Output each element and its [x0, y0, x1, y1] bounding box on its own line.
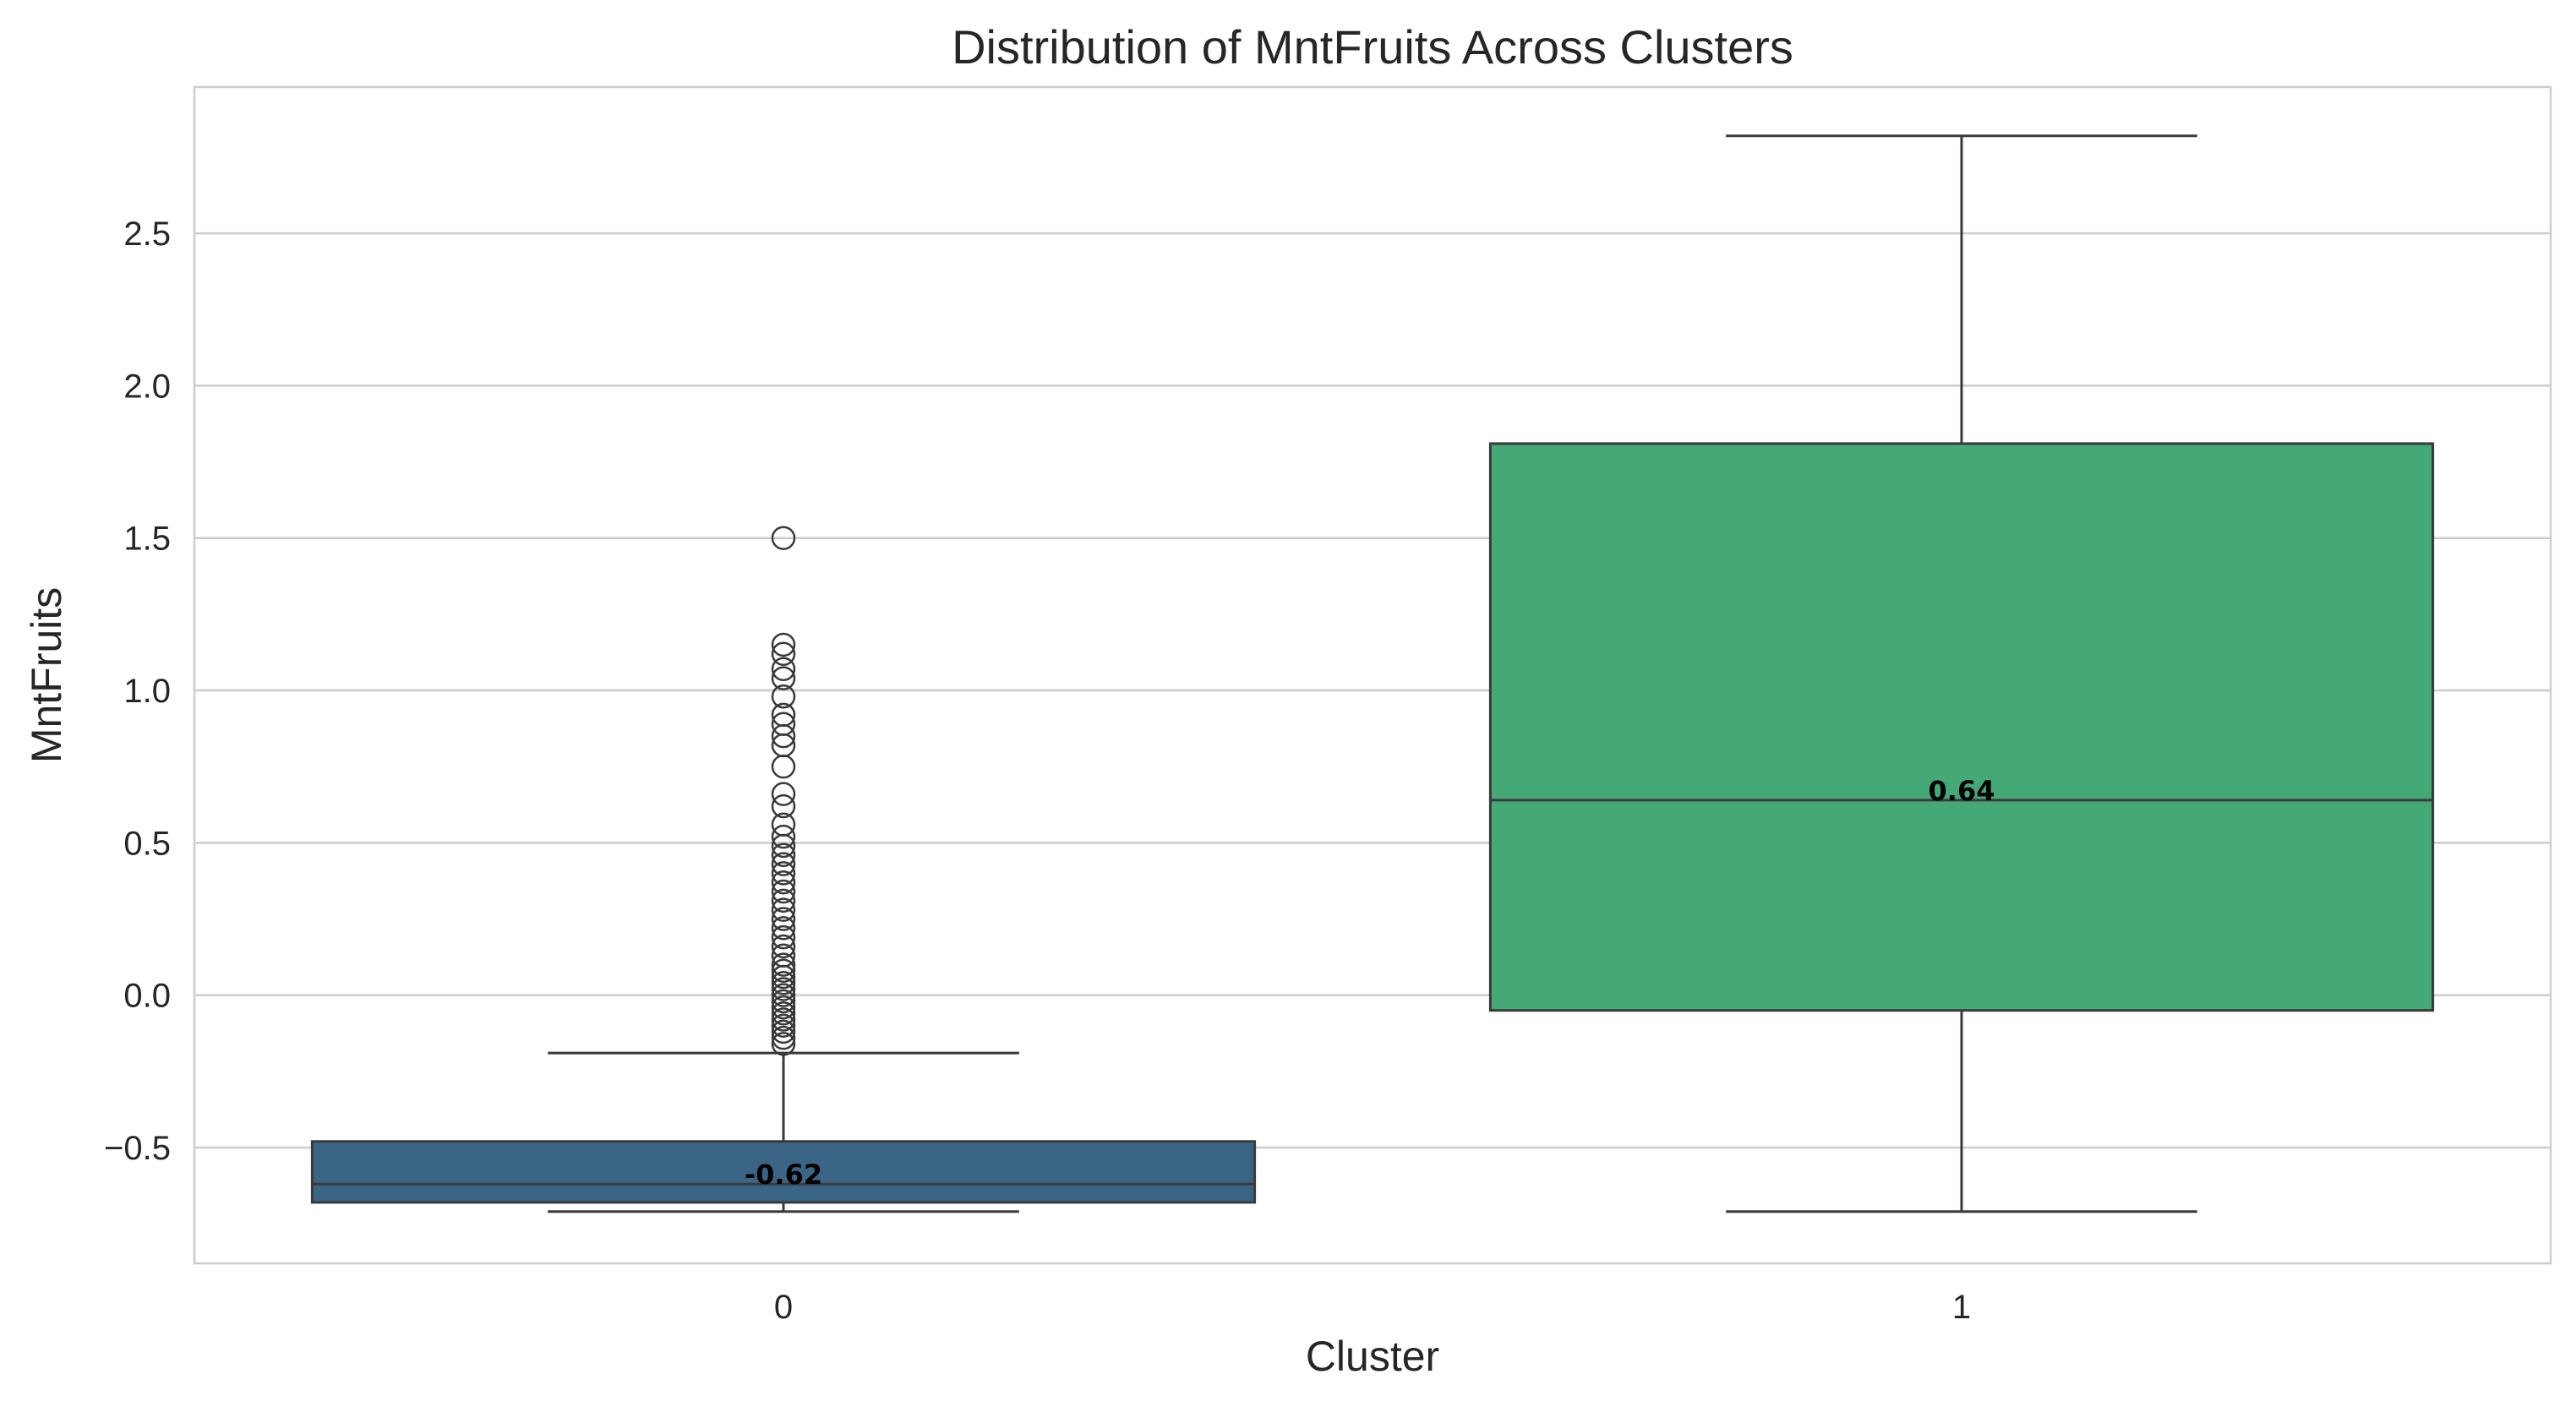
grid-lines — [194, 232, 2551, 1149]
tick-labels: −0.5 0.0 0.5 1.0 1.5 2.0 2.5 0 1 — [104, 215, 1971, 1326]
outlier-point — [771, 782, 796, 806]
outlier-point — [771, 943, 796, 968]
outlier-point — [771, 879, 796, 904]
outlier-point — [771, 934, 796, 959]
outlier-point — [771, 958, 796, 984]
box-plots: -0.62 0.64 — [310, 134, 2435, 1213]
outlier-point — [771, 684, 796, 709]
outlier-point — [771, 712, 796, 736]
y-tick-label: −0.5 — [104, 1130, 171, 1167]
outlier-point — [771, 1032, 796, 1056]
outlier-point — [771, 924, 796, 950]
y-tick-label: 1.5 — [123, 521, 171, 558]
outlier-point — [771, 861, 796, 886]
outlier-point — [771, 824, 796, 849]
outlier-point — [771, 1001, 796, 1026]
outlier-point — [771, 754, 796, 779]
outlier-point — [771, 812, 796, 837]
box-group-cluster-1: 0.64 — [1488, 134, 2435, 1213]
outlier-point — [771, 907, 796, 931]
y-tick-label: 2.0 — [123, 368, 171, 405]
median-value-label: 0.64 — [1929, 775, 1995, 807]
outlier-point — [771, 977, 796, 1001]
y-tick-label: 0.0 — [123, 978, 171, 1015]
outlier-point — [771, 1025, 796, 1050]
outlier-point — [771, 666, 796, 690]
outlier-point — [771, 888, 796, 913]
x-tick-label: 1 — [1952, 1289, 1971, 1326]
outlier-point — [771, 1007, 796, 1032]
x-tick-label: 0 — [774, 1289, 793, 1326]
outlier-point — [771, 870, 796, 895]
x-axis-label: Cluster — [1306, 1333, 1439, 1380]
outlier-point — [771, 897, 796, 922]
y-tick-label: 1.0 — [123, 673, 171, 710]
outlier-point — [771, 970, 796, 995]
y-tick-label: 0.5 — [123, 825, 171, 862]
outlier-point — [771, 995, 796, 1020]
outlier-point — [771, 702, 796, 728]
outlier-point — [771, 641, 796, 667]
iqr-box — [310, 1140, 1257, 1204]
outlier-point — [771, 1019, 796, 1044]
outlier-point — [771, 632, 796, 657]
chart-title: Distribution of MntFruits Across Cluster… — [952, 20, 1793, 74]
outlier-point — [771, 526, 796, 550]
y-axis-label: MntFruits — [23, 587, 70, 763]
y-tick-label: 2.5 — [123, 215, 171, 253]
iqr-box — [1488, 442, 2435, 1012]
outlier-point — [771, 1013, 796, 1038]
outlier-point — [771, 852, 796, 876]
outlier-point — [771, 952, 796, 977]
outlier-point — [771, 793, 796, 819]
outlier-point — [771, 983, 796, 1007]
outlier-point — [771, 843, 796, 868]
outlier-point — [771, 916, 796, 941]
box-group-cluster-0: -0.62 — [310, 526, 1257, 1213]
plot-frame — [193, 85, 2552, 1265]
outlier-point — [771, 657, 796, 682]
median-value-label: -0.62 — [745, 1159, 822, 1191]
outlier-point — [771, 989, 796, 1014]
